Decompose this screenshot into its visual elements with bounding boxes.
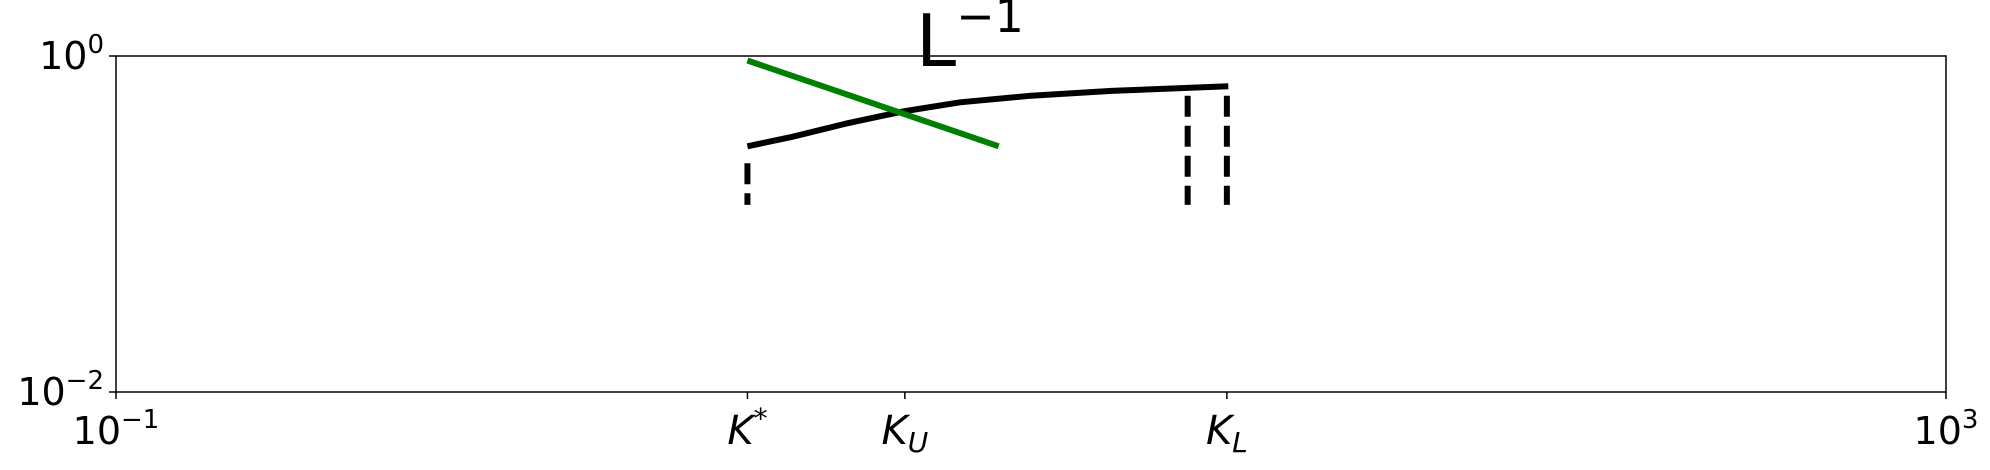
- x-axis: 10−1 103: [73, 392, 1979, 453]
- series-line-2: [746, 57, 1000, 150]
- k-tick-label-2: KU: [881, 408, 928, 459]
- y-tick-label-1: 100: [39, 30, 104, 78]
- x-tick-label-1: 10−1: [73, 405, 160, 453]
- k-tick-label-1: K*: [727, 402, 767, 454]
- k-tick-label-3: KL: [1206, 408, 1248, 459]
- y-axis: 100 10−2: [17, 30, 116, 414]
- y-tick-label-2: 10−2: [17, 366, 104, 414]
- x-tick-label-2: 103: [1914, 405, 1979, 453]
- chart-marks: [744, 57, 1230, 205]
- chart-title: L−1: [916, 0, 1024, 83]
- k-axis-labels: K* KU KL: [727, 392, 1248, 459]
- series-line-1: [746, 83, 1229, 150]
- plot-area: [115, 55, 1947, 393]
